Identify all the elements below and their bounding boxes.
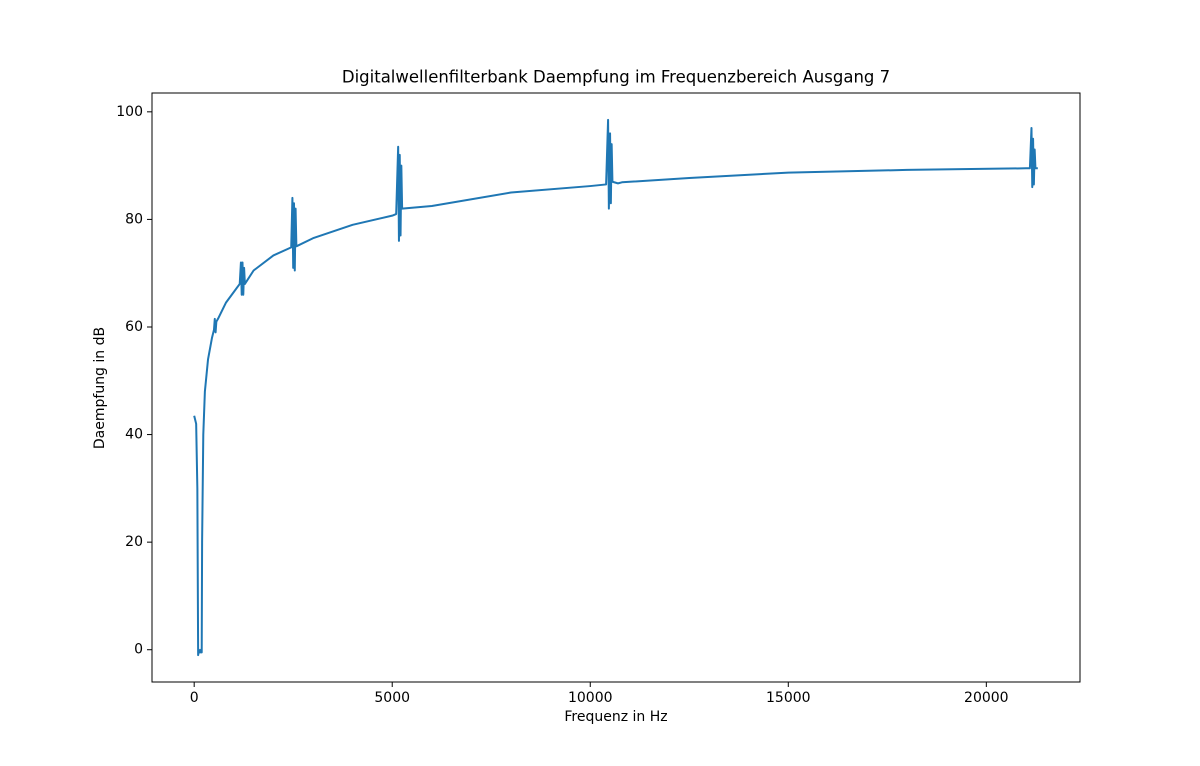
data-line bbox=[193, 118, 1038, 657]
y-tick-label: 20 bbox=[125, 534, 143, 550]
x-tick-label: 15000 bbox=[766, 690, 811, 706]
x-axis-label: Frequenz in Hz bbox=[564, 709, 667, 725]
x-tick-label: 0 bbox=[190, 690, 199, 706]
x-tick-label: 20000 bbox=[964, 690, 1009, 706]
y-tick-label: 60 bbox=[125, 319, 143, 335]
y-tick-label: 40 bbox=[125, 427, 143, 443]
y-tick-label: 80 bbox=[125, 211, 143, 227]
y-tick-label: 100 bbox=[116, 104, 143, 120]
x-tick-label: 5000 bbox=[374, 690, 410, 706]
plot-frame bbox=[151, 92, 1081, 683]
chart-title: Digitalwellenfilterbank Daempfung im Fre… bbox=[342, 68, 890, 87]
y-tick-label: 0 bbox=[134, 642, 143, 658]
y-axis-label: Daempfung in dB bbox=[92, 327, 108, 449]
x-tick-label: 10000 bbox=[568, 690, 613, 706]
